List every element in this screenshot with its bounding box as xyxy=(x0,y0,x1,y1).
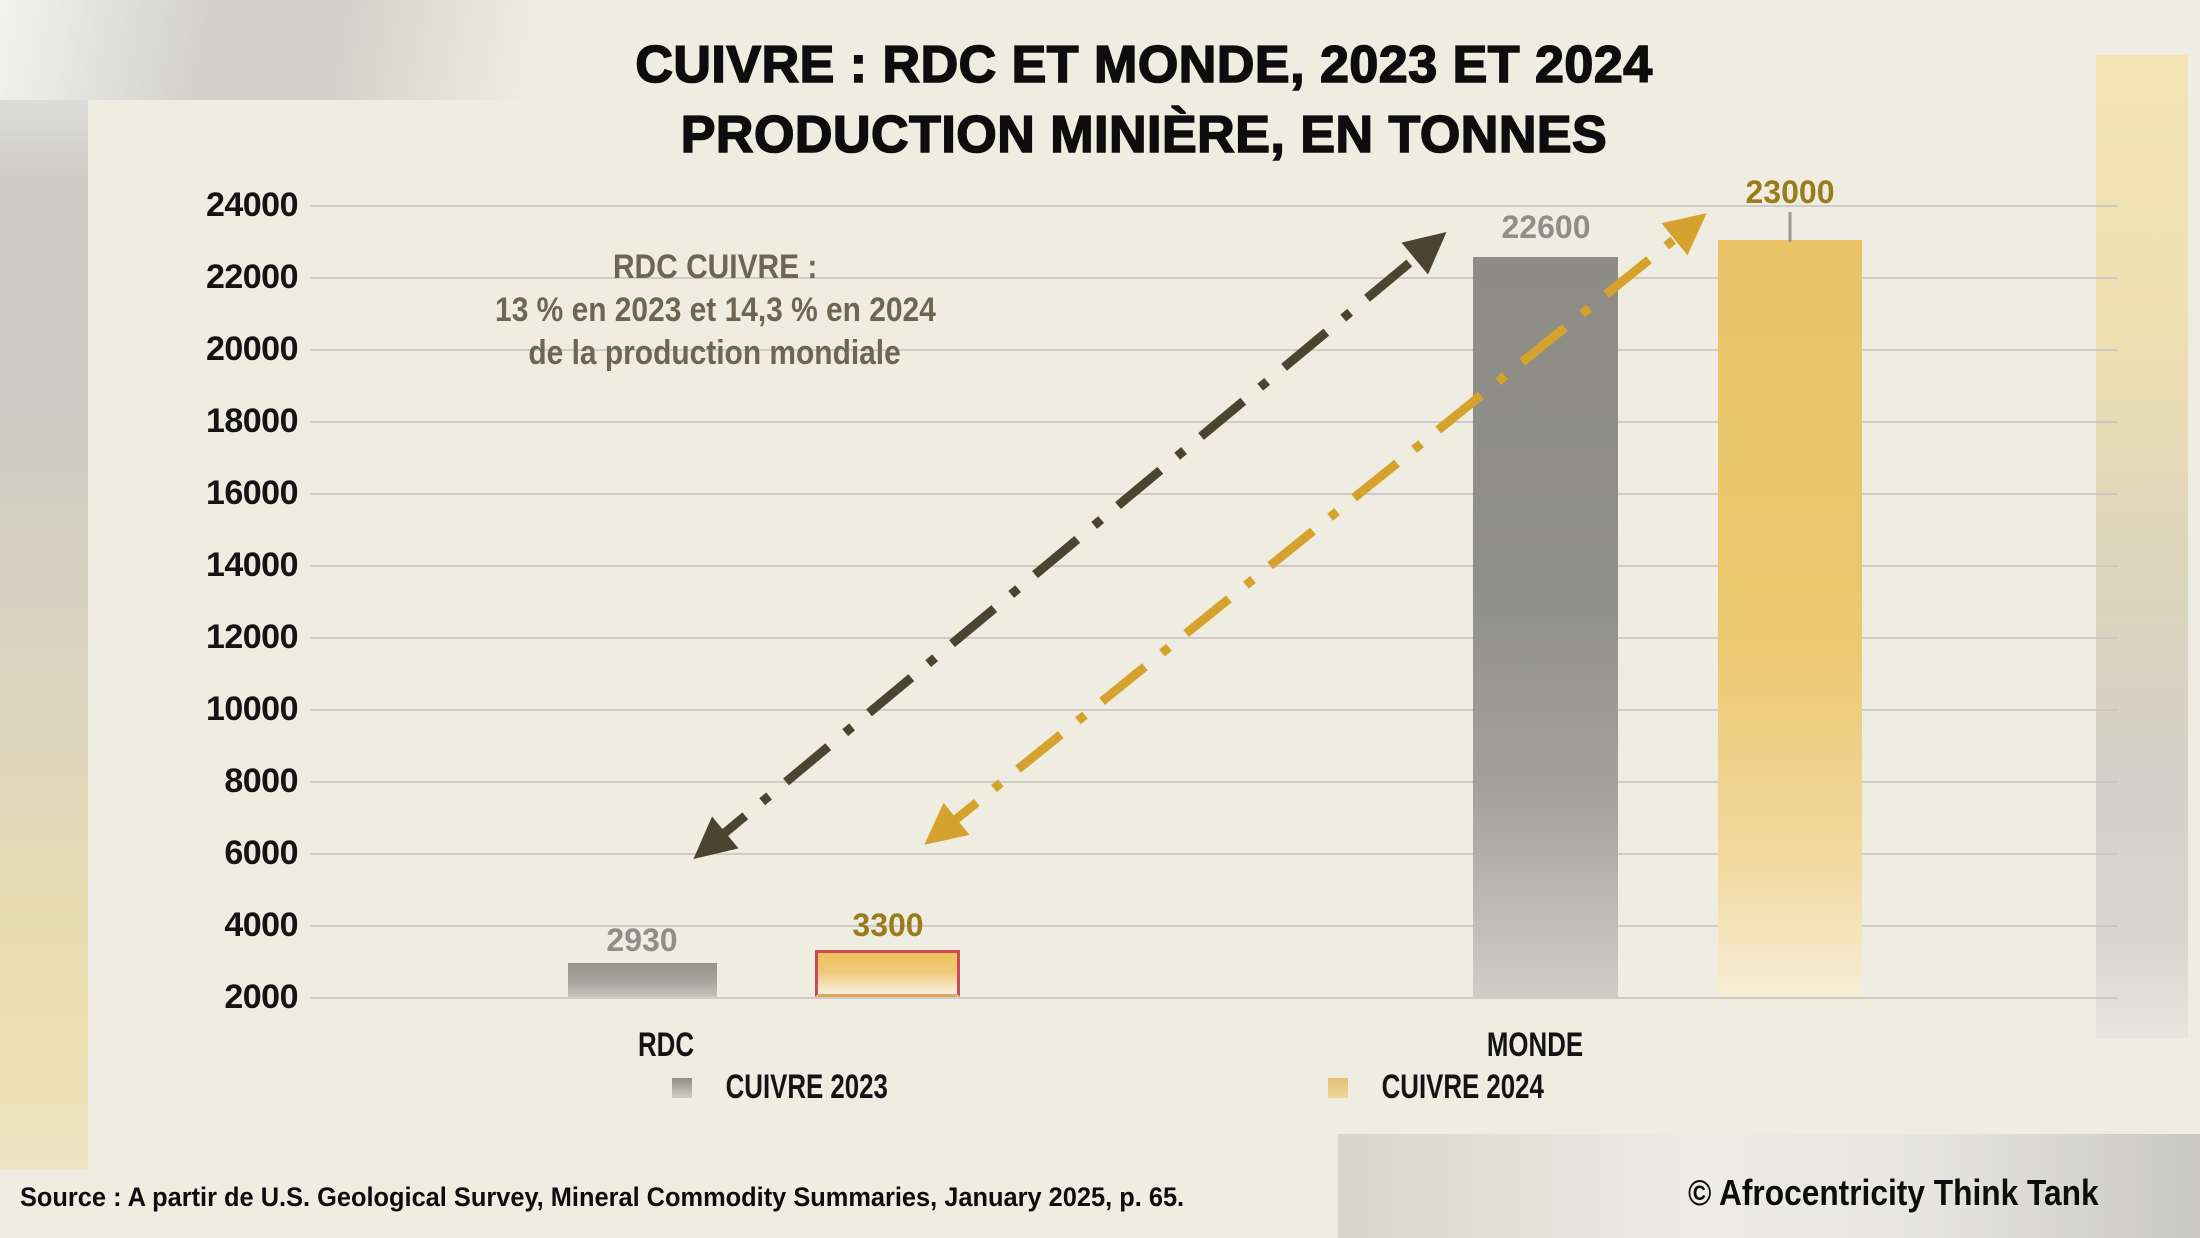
annotation-line1: RDC CUIVRE : xyxy=(612,248,818,286)
y-tick-2000: 2000 xyxy=(224,978,298,1016)
bar-rdc-cuivre-2024 xyxy=(815,950,960,997)
chart-title-line1: CUIVRE : RDC ET MONDE, 2023 ET 2024 xyxy=(635,35,1653,95)
gridline-4000 xyxy=(310,925,2118,927)
source-note: Source : A partir de U.S. Geological Sur… xyxy=(20,1182,1185,1212)
value-label-rdc-2023: 2930 xyxy=(606,922,678,958)
legend-item-cuivre-2023: CUIVRE 2023 xyxy=(672,1068,914,1107)
gridline-2000-baseline xyxy=(310,997,2118,999)
copyright-note: © Afrocentricity Think Tank xyxy=(1688,1172,2099,1213)
legend-label-cuivre-2024: CUIVRE 2024 xyxy=(1381,1068,1544,1106)
y-tick-14000: 14000 xyxy=(205,546,299,584)
annotation-line3: de la production mondiale xyxy=(528,334,902,372)
bottom-right-gradient-band xyxy=(1338,1134,2200,1238)
y-tick-16000: 16000 xyxy=(205,474,299,512)
legend-label-cuivre-2023: CUIVRE 2023 xyxy=(725,1068,888,1106)
x-label-rdc: RDC xyxy=(638,1026,694,1064)
annotation-rdc-share: RDC CUIVRE : 13 % en 2023 et 14,3 % en 2… xyxy=(420,246,1010,375)
y-tick-20000: 20000 xyxy=(205,330,299,368)
legend-swatch-cuivre-2023 xyxy=(672,1077,692,1098)
legend-swatch-cuivre-2024 xyxy=(1328,1077,1348,1098)
y-tick-18000: 18000 xyxy=(205,402,299,440)
annotation-line2: 13 % en 2023 et 14,3 % en 2024 xyxy=(494,291,936,329)
legend-item-cuivre-2024: CUIVRE 2024 xyxy=(1328,1068,1570,1107)
value-label-rdc-2024: 3300 xyxy=(852,907,924,943)
bar-rdc-cuivre-2023 xyxy=(568,963,717,997)
y-tick-6000: 6000 xyxy=(224,834,298,872)
y-tick-24000: 24000 xyxy=(205,186,299,224)
top-left-gradient-band xyxy=(0,0,548,100)
y-tick-22000: 22000 xyxy=(205,258,299,296)
x-label-monde: MONDE xyxy=(1486,1026,1584,1064)
bar-monde-cuivre-2023 xyxy=(1473,257,1618,997)
y-tick-8000: 8000 xyxy=(224,762,298,800)
bar-monde-cuivre-2024 xyxy=(1718,240,1862,997)
chart-title-line2: PRODUCTION MINIÈRE, EN TONNES xyxy=(680,105,1608,165)
right-gradient-band xyxy=(2096,55,2188,1038)
y-tick-12000: 12000 xyxy=(205,618,299,656)
gridline-24000 xyxy=(310,205,2118,207)
chart-title: CUIVRE : RDC ET MONDE, 2023 ET 2024 PROD… xyxy=(88,30,2200,170)
left-gradient-band xyxy=(0,0,88,1170)
y-tick-10000: 10000 xyxy=(205,690,299,728)
value-label-monde-2024: 23000 xyxy=(1745,174,1835,210)
y-tick-4000: 4000 xyxy=(224,906,298,944)
value-label-monde-2023: 22600 xyxy=(1501,209,1591,245)
